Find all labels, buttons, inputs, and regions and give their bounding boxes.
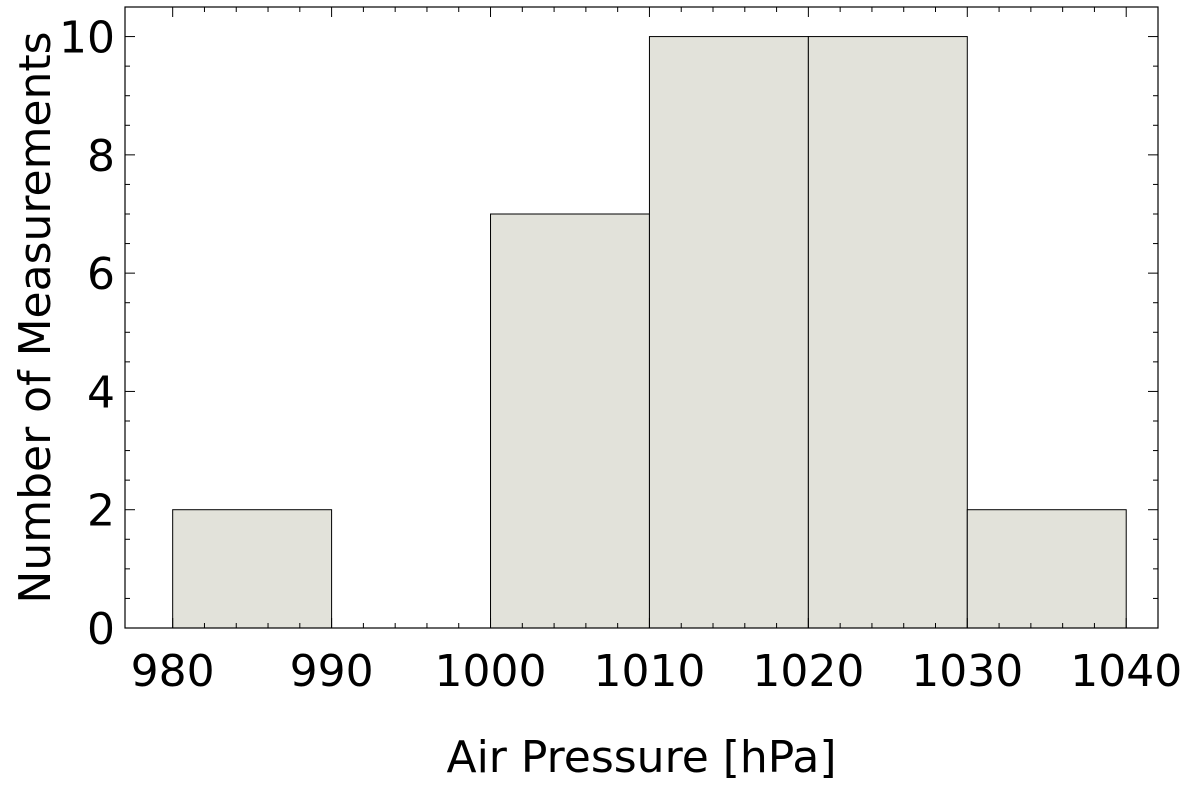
bars-layer	[172, 36, 1127, 629]
histogram-bar-1020-1030	[807, 36, 968, 629]
y-tick-labels: 0 2 4 6 8 10	[59, 13, 115, 655]
histogram-bar-1010-1020	[648, 36, 809, 629]
x-tick-label: 1030	[911, 646, 1023, 697]
x-axis-title: Air Pressure [hPa]	[446, 732, 836, 783]
y-tick-label: 2	[87, 486, 115, 537]
histogram-bar-1030-1040	[966, 509, 1127, 629]
x-tick-label: 980	[131, 646, 215, 697]
y-tick-label: 4	[87, 367, 115, 418]
y-axis-title: Number of Measurements	[10, 31, 61, 603]
plot-frame	[124, 6, 1159, 629]
x-tick-label: 1010	[593, 646, 705, 697]
y-tick-label: 10	[59, 13, 115, 64]
x-tick-label: 1000	[435, 646, 547, 697]
x-tick-label: 1040	[1070, 646, 1182, 697]
y-tick-label: 6	[87, 249, 115, 300]
ticks-layer	[125, 7, 1158, 629]
x-tick-labels: 980 990 1000 1010 1020 1030 1040	[131, 646, 1183, 697]
x-tick-label: 990	[290, 646, 374, 697]
histogram-bar-980-990	[172, 509, 333, 629]
y-tick-label: 8	[87, 131, 115, 182]
y-tick-label: 0	[87, 604, 115, 655]
x-tick-label: 1020	[752, 646, 864, 697]
histogram-bar-1000-1010	[490, 213, 650, 629]
